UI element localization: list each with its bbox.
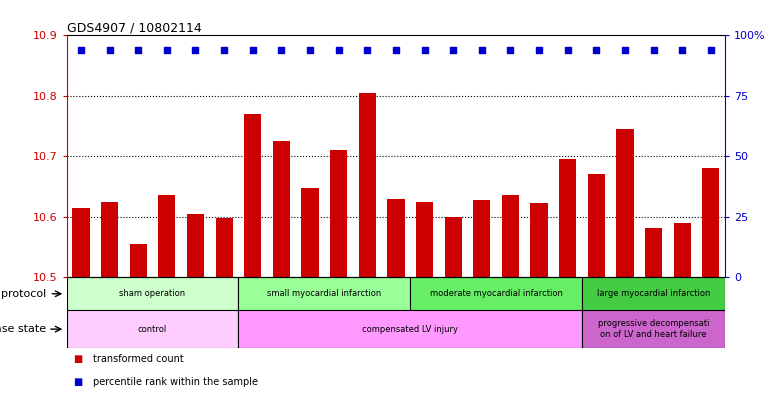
Bar bbox=[273, 141, 290, 277]
Point bbox=[590, 47, 603, 53]
Bar bbox=[416, 202, 433, 277]
Point bbox=[561, 47, 574, 53]
Point bbox=[103, 47, 116, 53]
Bar bbox=[216, 218, 233, 277]
Bar bbox=[616, 129, 633, 277]
Bar bbox=[238, 310, 582, 348]
Bar bbox=[301, 187, 318, 277]
Point bbox=[332, 47, 345, 53]
Bar bbox=[101, 202, 118, 277]
Point bbox=[676, 47, 688, 53]
Point bbox=[533, 47, 546, 53]
Bar bbox=[158, 195, 176, 277]
Point bbox=[361, 47, 373, 53]
Point bbox=[161, 47, 173, 53]
Point bbox=[275, 47, 288, 53]
Text: GDS4907 / 10802114: GDS4907 / 10802114 bbox=[67, 21, 201, 34]
Text: disease state: disease state bbox=[0, 324, 46, 334]
Bar bbox=[387, 198, 405, 277]
Point bbox=[705, 47, 717, 53]
Text: small myocardial infarction: small myocardial infarction bbox=[267, 289, 382, 298]
Bar bbox=[582, 277, 725, 310]
Point bbox=[132, 47, 144, 53]
Point bbox=[303, 47, 316, 53]
Bar bbox=[72, 208, 89, 277]
Bar bbox=[129, 244, 147, 277]
Point bbox=[189, 47, 201, 53]
Point bbox=[447, 47, 459, 53]
Text: protocol: protocol bbox=[2, 289, 46, 299]
Bar bbox=[244, 114, 261, 277]
Text: moderate myocardial infarction: moderate myocardial infarction bbox=[430, 289, 563, 298]
Point bbox=[74, 47, 87, 53]
Point bbox=[619, 47, 631, 53]
Bar bbox=[588, 174, 605, 277]
Text: compensated LV injury: compensated LV injury bbox=[362, 325, 458, 334]
Bar bbox=[238, 277, 410, 310]
Point bbox=[504, 47, 517, 53]
Point bbox=[218, 47, 230, 53]
Bar bbox=[359, 93, 376, 277]
Bar bbox=[67, 310, 238, 348]
Bar bbox=[559, 159, 576, 277]
Text: control: control bbox=[138, 325, 167, 334]
Point bbox=[648, 47, 660, 53]
Point bbox=[419, 47, 431, 53]
Text: large myocardial infarction: large myocardial infarction bbox=[597, 289, 710, 298]
Bar bbox=[702, 168, 720, 277]
Point bbox=[246, 47, 259, 53]
Bar bbox=[673, 223, 691, 277]
Bar bbox=[330, 150, 347, 277]
Bar bbox=[645, 228, 662, 277]
Bar bbox=[531, 203, 548, 277]
Bar bbox=[502, 195, 519, 277]
Text: sham operation: sham operation bbox=[119, 289, 186, 298]
Point bbox=[476, 47, 488, 53]
Bar bbox=[474, 200, 491, 277]
Text: ■: ■ bbox=[73, 377, 82, 387]
Bar bbox=[582, 310, 725, 348]
Text: percentile rank within the sample: percentile rank within the sample bbox=[93, 377, 258, 387]
Point bbox=[390, 47, 402, 53]
Bar bbox=[410, 277, 582, 310]
Text: progressive decompensati
on of LV and heart failure: progressive decompensati on of LV and he… bbox=[598, 320, 710, 339]
Text: ■: ■ bbox=[73, 354, 82, 364]
Bar bbox=[67, 277, 238, 310]
Bar bbox=[187, 214, 204, 277]
Text: transformed count: transformed count bbox=[93, 354, 183, 364]
Bar bbox=[445, 217, 462, 277]
